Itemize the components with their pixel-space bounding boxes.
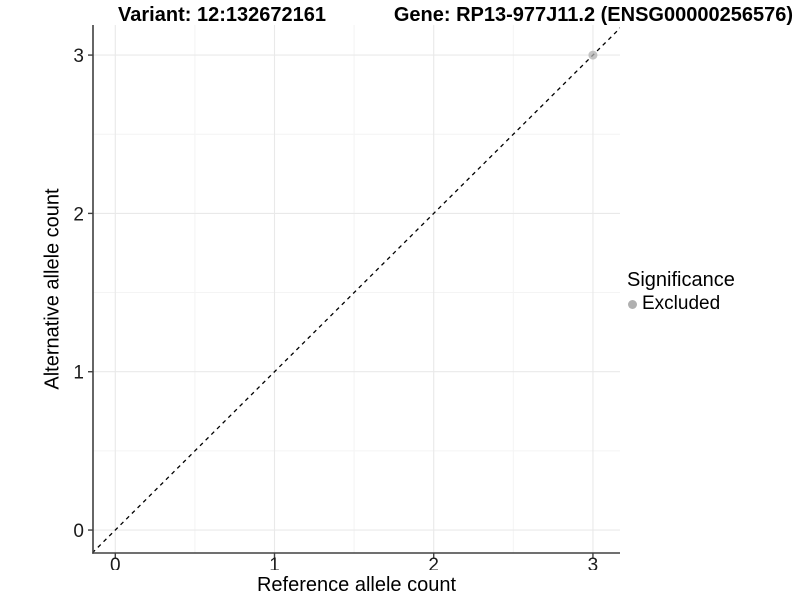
y-tick-label: 0 bbox=[73, 521, 84, 542]
identity-line bbox=[93, 27, 620, 553]
x-tick-label: 1 bbox=[269, 555, 280, 570]
legend-item-label: Excluded bbox=[642, 293, 721, 314]
plot-panel: 0 1 2 3 0 1 2 3 bbox=[73, 25, 620, 570]
y-tick-label: 3 bbox=[73, 46, 84, 67]
data-point-excluded bbox=[588, 50, 598, 60]
variant-title: Variant: 12:132672161 bbox=[118, 4, 326, 26]
y-tick-label: 1 bbox=[73, 363, 84, 384]
gene-title: Gene: RP13-977J11.2 (ENSG00000256576) bbox=[393, 4, 793, 26]
legend: Significance Excluded bbox=[627, 269, 735, 315]
x-tick-label: 2 bbox=[428, 555, 439, 570]
x-axis-title: Reference allele count bbox=[256, 574, 456, 596]
y-axis-title: Alternative allele count bbox=[41, 188, 64, 390]
y-tick-label: 2 bbox=[73, 204, 84, 225]
x-tick-label: 0 bbox=[110, 555, 121, 570]
legend-title: Significance bbox=[627, 269, 735, 291]
x-tick-label: 3 bbox=[588, 555, 599, 570]
excluded-point-icon bbox=[628, 299, 637, 309]
legend-item-excluded: Excluded bbox=[627, 293, 735, 315]
